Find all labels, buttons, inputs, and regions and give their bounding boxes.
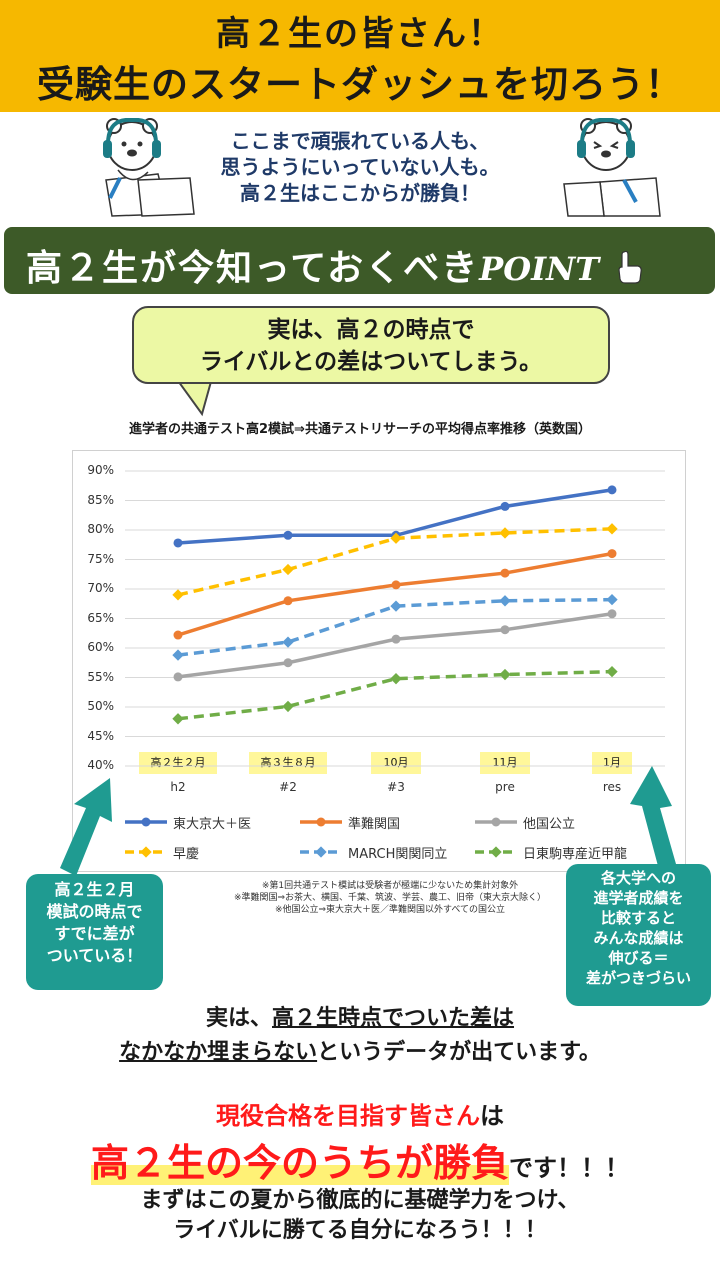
pointing-finger-icon (618, 250, 642, 284)
y-tick-label: 50% (87, 699, 114, 713)
right-callout-line-6: 差がつきづらい (585, 969, 691, 987)
left-callout: 高２生２月 模試の時点で すでに差が ついている！ (26, 874, 163, 990)
category-label-box: 1月 (592, 752, 632, 774)
body-line-2: なかなか埋まらないというデータが出ています。 (0, 1034, 720, 1066)
point-header-text: 高２生が今知っておくべきPOINT (26, 239, 644, 291)
legend-label: 準難関国 (348, 817, 401, 832)
legend-label: 他国公立 (523, 817, 576, 832)
body-line-1a: 実は、 (205, 1006, 272, 1031)
right-callout: 各大学への 進学者成績を 比較すると みんな成績は 伸びる＝ 差がつきづらい (566, 864, 711, 1006)
right-callout-line-3: 比較すると (600, 909, 676, 927)
top-banner: 高２生の皆さん！ 受験生のスタートダッシュを切ろう！ (0, 0, 720, 112)
left-callout-line-2: 模試の時点で (46, 902, 143, 921)
right-callout-line-1: 各大学への (600, 869, 676, 887)
y-tick-label: 65% (87, 610, 114, 625)
y-tick-label: 85% (87, 492, 114, 507)
y-tick-label: 55% (87, 669, 114, 684)
body-line-3: 現役合格を目指す皆さんは (0, 1096, 720, 1131)
chart-title: 進学者の共通テスト高2模試⇒共通テストリサーチの平均得点率推移（英数国） (129, 422, 591, 437)
bubble-line-2: ライバルとの差はついてしまう。 (199, 349, 543, 375)
point-word: POINT (479, 250, 600, 288)
body-line-4b: です！！！ (509, 1154, 629, 1182)
body-line-4: 高２生の今のうちが勝負です！！！ (0, 1132, 720, 1187)
intro-line-2: 思うようにいっていない人も。 (220, 155, 500, 179)
speech-bubble: 実は、高２の時点で ライバルとの差はついてしまう。 (132, 306, 610, 384)
chart-note-2: ※準難関国⇒お茶大、横国、千葉、筑波、学芸、農工、旧帝（東大京大除く） (233, 893, 547, 903)
chart-note-3: ※他国公立⇒東大京大＋医／準難関国以外すべての国公立 (274, 905, 506, 915)
body-line-5: まずはこの夏から徹底的に基礎学力をつけ、 (140, 1188, 580, 1213)
category-label-box: 10月 (371, 752, 421, 774)
body-line-2b: というデータが出ています。 (317, 1040, 601, 1065)
point-section-header: 高２生が今知っておくべきPOINT (4, 227, 715, 294)
intro-line-1: ここまで頑張れている人も、 (230, 129, 490, 153)
bear-thinking-illustration-right (563, 118, 661, 217)
x-tick-label: h2 (170, 780, 186, 794)
body-line-1: 実は、高２生時点でついた差は (0, 1000, 720, 1032)
category-label-box: 高３生８月 (249, 752, 327, 774)
y-tick-label: 80% (87, 522, 114, 536)
legend-label: MARCH関関同立 (348, 847, 448, 862)
legend-label: 東大京大＋医 (173, 817, 252, 832)
body-line-2a: なかなか埋まらない (119, 1040, 318, 1065)
y-tick-label: 40% (87, 758, 114, 772)
category-label-box: 高２生２月 (139, 752, 217, 774)
x-tick-label: #3 (387, 780, 405, 794)
legend-label: 早慶 (173, 847, 200, 862)
x-tick-label: #2 (279, 780, 297, 794)
x-tick-label: res (602, 780, 622, 794)
body-line-4a: 高２生の今のうちが勝負 (90, 1141, 509, 1185)
body-line-1b: 高２生時点でついた差は (272, 1006, 515, 1031)
banner-line-2: 受験生のスタートダッシュを切ろう！ (37, 63, 683, 106)
left-callout-line-4: ついている！ (46, 946, 143, 965)
intro-message: ここまで頑張れている人も、 思うようにいっていない人も。 高２生はここからが勝負… (150, 128, 570, 206)
legend-label: 日東駒専産近甲龍 (523, 847, 628, 862)
right-callout-line-5: 伸びる＝ (608, 949, 669, 967)
category-label-box: 11月 (480, 752, 530, 774)
intro-line-3: 高２生はここからが勝負！ (240, 181, 480, 205)
x-tick-label: pre (495, 780, 515, 794)
body-line-6: ライバルに勝てる自分になろう！！！ (173, 1218, 547, 1243)
left-callout-line-1: 高２生２月 (54, 880, 135, 899)
y-tick-label: 60% (87, 640, 114, 654)
y-tick-label: 75% (87, 551, 114, 566)
chart-note-1: ※第1回共通テスト模試は受験者が極端に少ないため集計対象外 (261, 881, 519, 891)
y-tick-label: 70% (87, 581, 114, 595)
body-line-3b: は (480, 1102, 504, 1130)
speech-bubble-tail (174, 378, 214, 417)
y-tick-label: 90% (87, 463, 114, 477)
bubble-line-1: 実は、高２の時点で (267, 317, 475, 343)
bear-studying-illustration-left (103, 118, 195, 217)
point-header-main: 高２生が今知っておくべき (26, 248, 480, 289)
right-callout-line-4: みんな成績は (593, 929, 684, 947)
banner-line-1: 高２生の皆さん！ (216, 14, 504, 54)
right-callout-line-2: 進学者成績を (593, 889, 684, 907)
chart-frame (72, 450, 686, 872)
left-callout-line-3: すでに差が (54, 924, 135, 943)
y-tick-label: 45% (87, 728, 114, 743)
body-line-3a: 現役合格を目指す皆さん (216, 1102, 480, 1130)
